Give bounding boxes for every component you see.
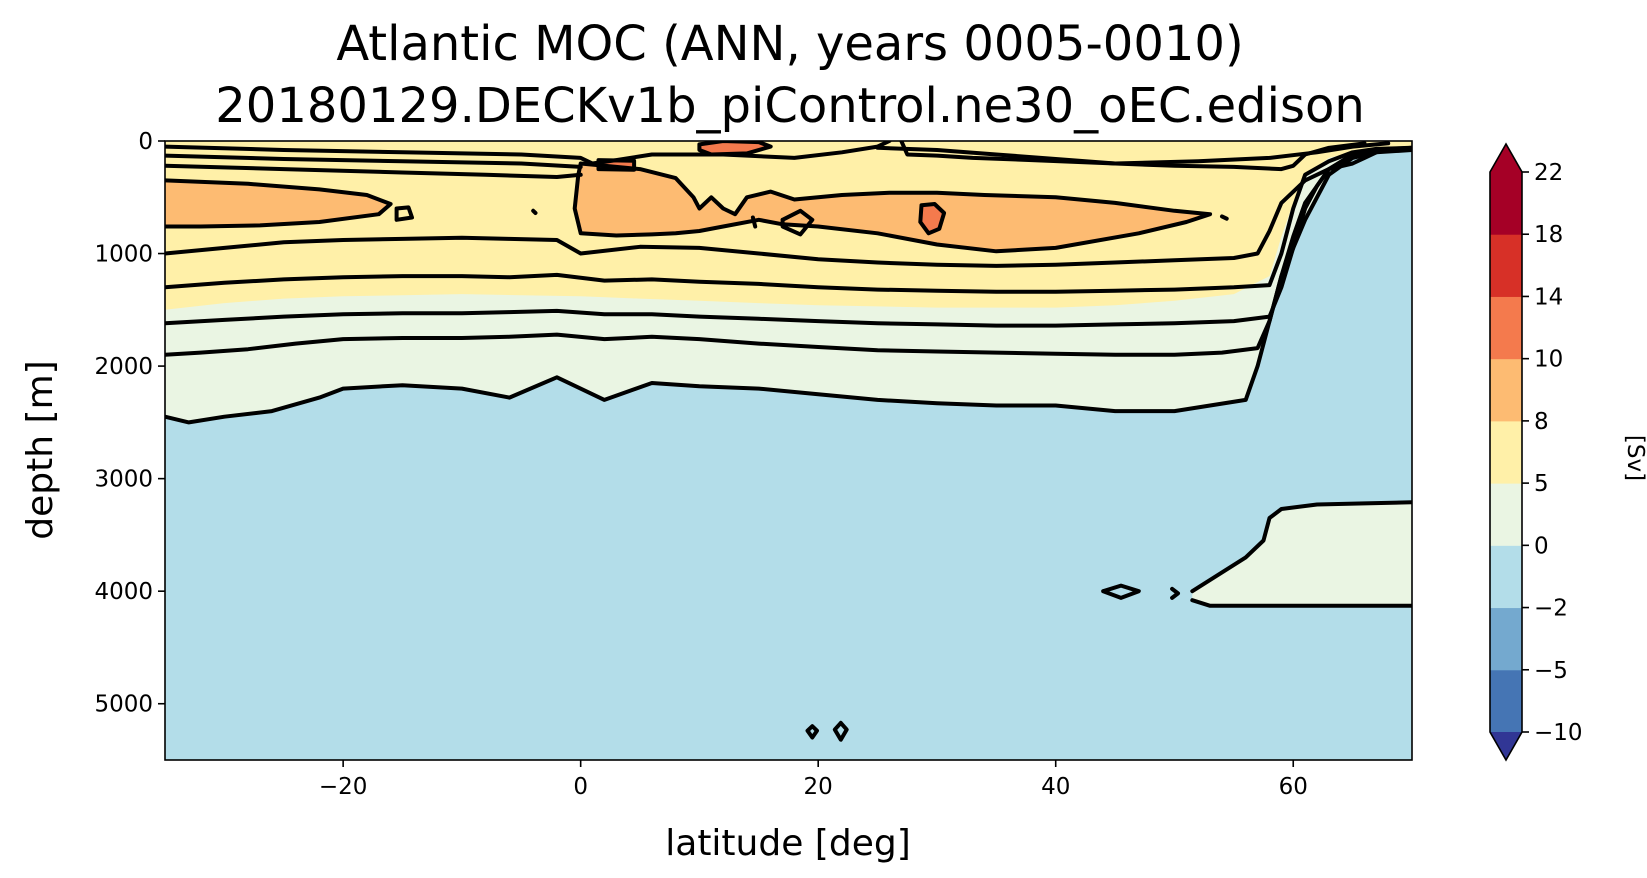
contour-line-18 (1190, 598, 1412, 608)
contour-line-13 (918, 202, 947, 236)
contour-line-20 (1170, 586, 1180, 600)
contour-line-16 (780, 208, 815, 237)
y-axis-label: depth [m] (20, 360, 61, 539)
y-tick-label: 2000 (94, 354, 153, 380)
contour-line-5 (165, 178, 393, 229)
x-tick-label: −20 (319, 774, 368, 800)
colorbar-label: [Sv] (1622, 435, 1647, 481)
contour-line-24 (750, 215, 758, 229)
x-tick-label: 20 (804, 774, 833, 800)
contour-line-19 (1101, 583, 1141, 600)
colorbar-tick-label: 18 (1534, 222, 1563, 248)
filled-region-7 (1192, 502, 1412, 606)
contour-line-11 (899, 141, 1391, 166)
x-tick-label: 60 (1279, 774, 1308, 800)
colorbar-segment (1490, 669, 1522, 733)
contour-line-4 (165, 150, 1379, 268)
colorbar-extend-min (1490, 732, 1522, 760)
colorbar-segment (1490, 420, 1522, 484)
contour-line-15 (394, 205, 414, 222)
colorbar-segment (1490, 545, 1522, 609)
colorbar-tick-label: −10 (1534, 720, 1583, 746)
colorbar-tick-label: −5 (1534, 658, 1568, 684)
contour-line-12 (596, 158, 637, 172)
contour-line-6 (572, 161, 1213, 254)
y-tick-label: 0 (138, 129, 153, 155)
plot-area: −20 0 20 40 60 0 1000 2000 3000 4000 5000 (94, 129, 1413, 800)
chart-subtitle: 20180129.DECKv1b_piControl.ne30_oEC.edis… (215, 78, 1364, 134)
colorbar-tick-label: 14 (1534, 284, 1563, 310)
colorbar-segment (1490, 607, 1522, 671)
x-tick-label: 0 (573, 774, 588, 800)
contour-line-2 (165, 146, 1412, 328)
colorbar-tick-label: 22 (1534, 160, 1563, 186)
colorbar-segment (1490, 483, 1522, 546)
y-tick-label: 5000 (94, 692, 153, 718)
chart-title: Atlantic MOC (ANN, years 0005-0010) (336, 16, 1243, 72)
colorbar-segment (1490, 172, 1522, 235)
contour-line-23 (531, 208, 538, 215)
x-axis-label: latitude [deg] (665, 823, 911, 864)
colorbar-tick-label: 10 (1534, 347, 1563, 373)
plot-frame (164, 140, 1413, 761)
colorbar-tick-label: 5 (1534, 471, 1549, 497)
x-tick-label: 40 (1041, 774, 1070, 800)
contour-line-3 (165, 145, 1412, 294)
colorbar-segment (1490, 358, 1522, 422)
colorbar-extend-max (1490, 144, 1522, 172)
y-tick-label: 4000 (94, 579, 153, 605)
filled-region-3 (574, 163, 1211, 252)
contour-line-25 (1220, 214, 1229, 221)
y-tick-label: 3000 (94, 467, 153, 493)
y-tick-label: 1000 (94, 242, 153, 268)
colorbar-tick-label: 0 (1534, 533, 1549, 559)
colorbar-segment (1490, 296, 1522, 360)
contour-line-17 (1190, 500, 1412, 594)
contour-line-1 (165, 145, 1412, 357)
contour-line-21 (805, 724, 819, 740)
colorbar-tick-label: −2 (1534, 596, 1568, 622)
contour-line-9 (165, 163, 583, 179)
colorbar-segment (1490, 234, 1522, 297)
contour-line-22 (832, 720, 849, 742)
colorbar-tick-label: 8 (1534, 409, 1549, 435)
contour-line-8 (165, 153, 583, 169)
colorbar: −10 −5 −2 0 5 8 10 14 18 22 (1489, 142, 1583, 762)
